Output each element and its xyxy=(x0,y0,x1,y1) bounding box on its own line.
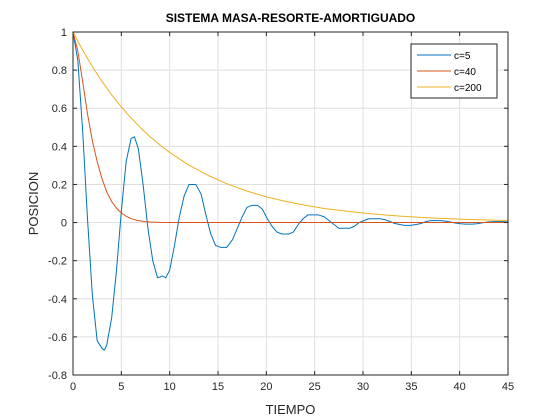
x-tick-label: 25 xyxy=(309,381,321,393)
x-tick-label: 20 xyxy=(260,381,272,393)
legend: c=5 c=40 c=200 xyxy=(410,43,498,99)
chart-title: SISTEMA MASA-RESORTE-AMORTIGUADO xyxy=(166,11,416,25)
y-tick-label: 0 xyxy=(61,218,67,230)
x-axis-label: TIEMPO xyxy=(266,402,316,417)
x-tick-label: 15 xyxy=(212,381,224,393)
plot-frame xyxy=(72,31,509,376)
x-tick-label: 45 xyxy=(502,381,514,393)
ticks: 0 5 10 15 20 25 30 35 40 45 -0.8 -0.6 -0.4 -0.2 0 0.2 0.… xyxy=(48,27,514,393)
y-tick-label: 0.2 xyxy=(52,179,67,191)
y-tick-label: -0.4 xyxy=(48,294,67,306)
x-tick-label: 0 xyxy=(70,381,76,393)
y-tick-label: 1 xyxy=(61,27,67,39)
x-tick-label: 35 xyxy=(405,381,417,393)
y-tick-label: -0.2 xyxy=(48,256,67,268)
x-tick-label: 40 xyxy=(454,381,466,393)
y-tick-label: -0.8 xyxy=(48,370,67,382)
y-tick-label: 0.8 xyxy=(52,65,67,77)
y-axis-label: POSICION xyxy=(26,172,41,236)
legend-label: c=40 xyxy=(454,67,476,78)
y-tick-label: -0.6 xyxy=(48,332,67,344)
x-tick-label: 30 xyxy=(357,381,369,393)
grid xyxy=(72,31,509,376)
y-tick-label: 0.4 xyxy=(52,141,67,153)
y-tick-label: 0.6 xyxy=(52,103,67,115)
legend-label: c=5 xyxy=(454,51,471,62)
x-tick-label: 10 xyxy=(164,381,176,393)
series-line-c-5 xyxy=(73,32,508,351)
series-line-c-200 xyxy=(73,32,508,221)
x-tick-label: 5 xyxy=(118,381,124,393)
series-line-c-40 xyxy=(73,32,508,224)
legend-label: c=200 xyxy=(454,83,482,94)
series-layer xyxy=(73,32,508,351)
